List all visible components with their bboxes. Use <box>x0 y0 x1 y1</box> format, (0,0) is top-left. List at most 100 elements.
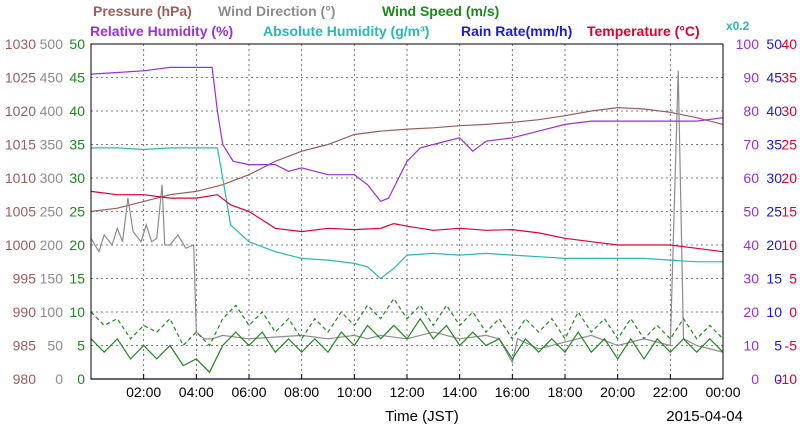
legend-relative-humidity: Relative Humidity (%) <box>90 23 233 39</box>
series-line <box>90 66 724 203</box>
x-tick-label: 06:00 <box>231 384 266 400</box>
y-tick-label: 30 <box>743 271 759 287</box>
y-tick-label: 1005 <box>5 204 36 220</box>
x-tick-label: 10:00 <box>337 384 372 400</box>
y-axis-ticks: 1030102510201015101010051000995990985980… <box>5 36 797 387</box>
y-tick-label: 50 <box>47 338 63 354</box>
legend-temperature: Temperature (°C) <box>587 23 700 39</box>
y-tick-label: 70 <box>743 137 759 153</box>
y-tick-label: 0 <box>77 371 85 387</box>
legend-scale-note: x0.2 <box>726 19 750 33</box>
series-layer <box>90 66 724 380</box>
legend-wind-direction: Wind Direction (°) <box>218 3 335 19</box>
x-tick-label: 20:00 <box>600 384 635 400</box>
x-tick-label: 22:00 <box>653 384 688 400</box>
y-tick-label: 30 <box>766 170 782 186</box>
y-tick-label: 1010 <box>5 170 36 186</box>
y-tick-label: 300 <box>40 170 64 186</box>
y-tick-label: 1015 <box>5 137 36 153</box>
y-tick-label: 980 <box>13 371 37 387</box>
legend-wind-speed: Wind Speed (m/s) <box>382 3 499 19</box>
date-label: 2015-04-04 <box>666 408 743 425</box>
y-tick-label: 1020 <box>5 103 36 119</box>
x-axis-label: Time (JST) <box>385 408 459 425</box>
y-tick-label: 25 <box>766 204 782 220</box>
legend-pressure: Pressure (hPa) <box>93 3 192 19</box>
x-tick-label: 00:00 <box>705 384 740 400</box>
y-tick-label: 985 <box>13 338 37 354</box>
y-tick-label: 100 <box>736 36 760 52</box>
y-tick-label: 45 <box>766 70 782 86</box>
y-tick-label: -5 <box>785 338 798 354</box>
x-tick-label: 14:00 <box>442 384 477 400</box>
y-tick-label: 995 <box>13 271 37 287</box>
y-tick-label: -10 <box>777 371 797 387</box>
series-line <box>90 106 724 213</box>
y-tick-label: 25 <box>781 137 797 153</box>
legend-absolute-humidity: Absolute Humidity (g/m³) <box>263 23 429 39</box>
legend-row-2: Relative Humidity (%) Absolute Humidity … <box>90 19 750 39</box>
x-tick-label: 12:00 <box>389 384 424 400</box>
y-tick-label: 200 <box>40 237 64 253</box>
series-line <box>90 190 724 253</box>
y-tick-label: 5 <box>789 271 797 287</box>
y-tick-label: 10 <box>766 304 782 320</box>
y-tick-label: 80 <box>743 103 759 119</box>
y-tick-label: 25 <box>69 204 85 220</box>
y-tick-label: 40 <box>766 103 782 119</box>
y-tick-label: 15 <box>766 271 782 287</box>
y-tick-label: 90 <box>743 70 759 86</box>
x-tick-label: 08:00 <box>284 384 319 400</box>
y-tick-label: 35 <box>781 70 797 86</box>
y-tick-label: 50 <box>766 36 782 52</box>
legend-rain-rate: Rain Rate(mm/h) <box>461 23 572 39</box>
y-tick-label: 20 <box>743 304 759 320</box>
y-tick-label: 15 <box>781 204 797 220</box>
y-tick-label: 250 <box>40 204 64 220</box>
y-tick-label: 1000 <box>5 237 36 253</box>
y-tick-label: 15 <box>69 271 85 287</box>
y-tick-label: 0 <box>55 371 63 387</box>
y-tick-label: 500 <box>40 36 64 52</box>
y-tick-label: 150 <box>40 271 64 287</box>
y-tick-label: 10 <box>781 237 797 253</box>
y-tick-label: 0 <box>751 371 759 387</box>
y-tick-label: 35 <box>766 137 782 153</box>
x-tick-label: 18:00 <box>547 384 582 400</box>
series-line <box>90 297 724 347</box>
x-tick-label: 04:00 <box>179 384 214 400</box>
y-tick-label: 45 <box>69 70 85 86</box>
y-tick-label: 0 <box>789 304 797 320</box>
grid <box>91 44 723 379</box>
series-line <box>90 317 724 374</box>
y-tick-label: 400 <box>40 103 64 119</box>
y-tick-label: 30 <box>69 170 85 186</box>
y-tick-label: 10 <box>69 304 85 320</box>
x-axis-ticks: 02:00 04:00 06:00 08:00 10:00 12:00 14:00 16:00… <box>126 374 741 400</box>
y-tick-label: 100 <box>40 304 64 320</box>
y-tick-label: 990 <box>13 304 37 320</box>
series-line <box>90 70 724 364</box>
x-tick-label: 02:00 <box>126 384 161 400</box>
y-tick-label: 0 <box>774 371 782 387</box>
y-tick-label: 60 <box>743 170 759 186</box>
y-tick-label: 5 <box>774 338 782 354</box>
y-tick-label: 350 <box>40 137 64 153</box>
y-tick-label: 1030 <box>5 36 36 52</box>
y-tick-label: 20 <box>766 237 782 253</box>
y-tick-label: 50 <box>743 204 759 220</box>
y-tick-label: 5 <box>77 338 85 354</box>
legend-row-1: Pressure (hPa) Wind Direction (°) Wind S… <box>93 3 499 19</box>
y-tick-label: 20 <box>69 237 85 253</box>
y-tick-label: 35 <box>69 137 85 153</box>
series-line <box>91 147 723 280</box>
y-tick-label: 10 <box>743 338 759 354</box>
y-tick-label: 20 <box>781 170 797 186</box>
y-tick-label: 450 <box>40 70 64 86</box>
y-tick-label: 30 <box>781 103 797 119</box>
y-tick-label: 40 <box>781 36 797 52</box>
x-tick-label: 16:00 <box>495 384 530 400</box>
y-tick-label: 40 <box>69 103 85 119</box>
